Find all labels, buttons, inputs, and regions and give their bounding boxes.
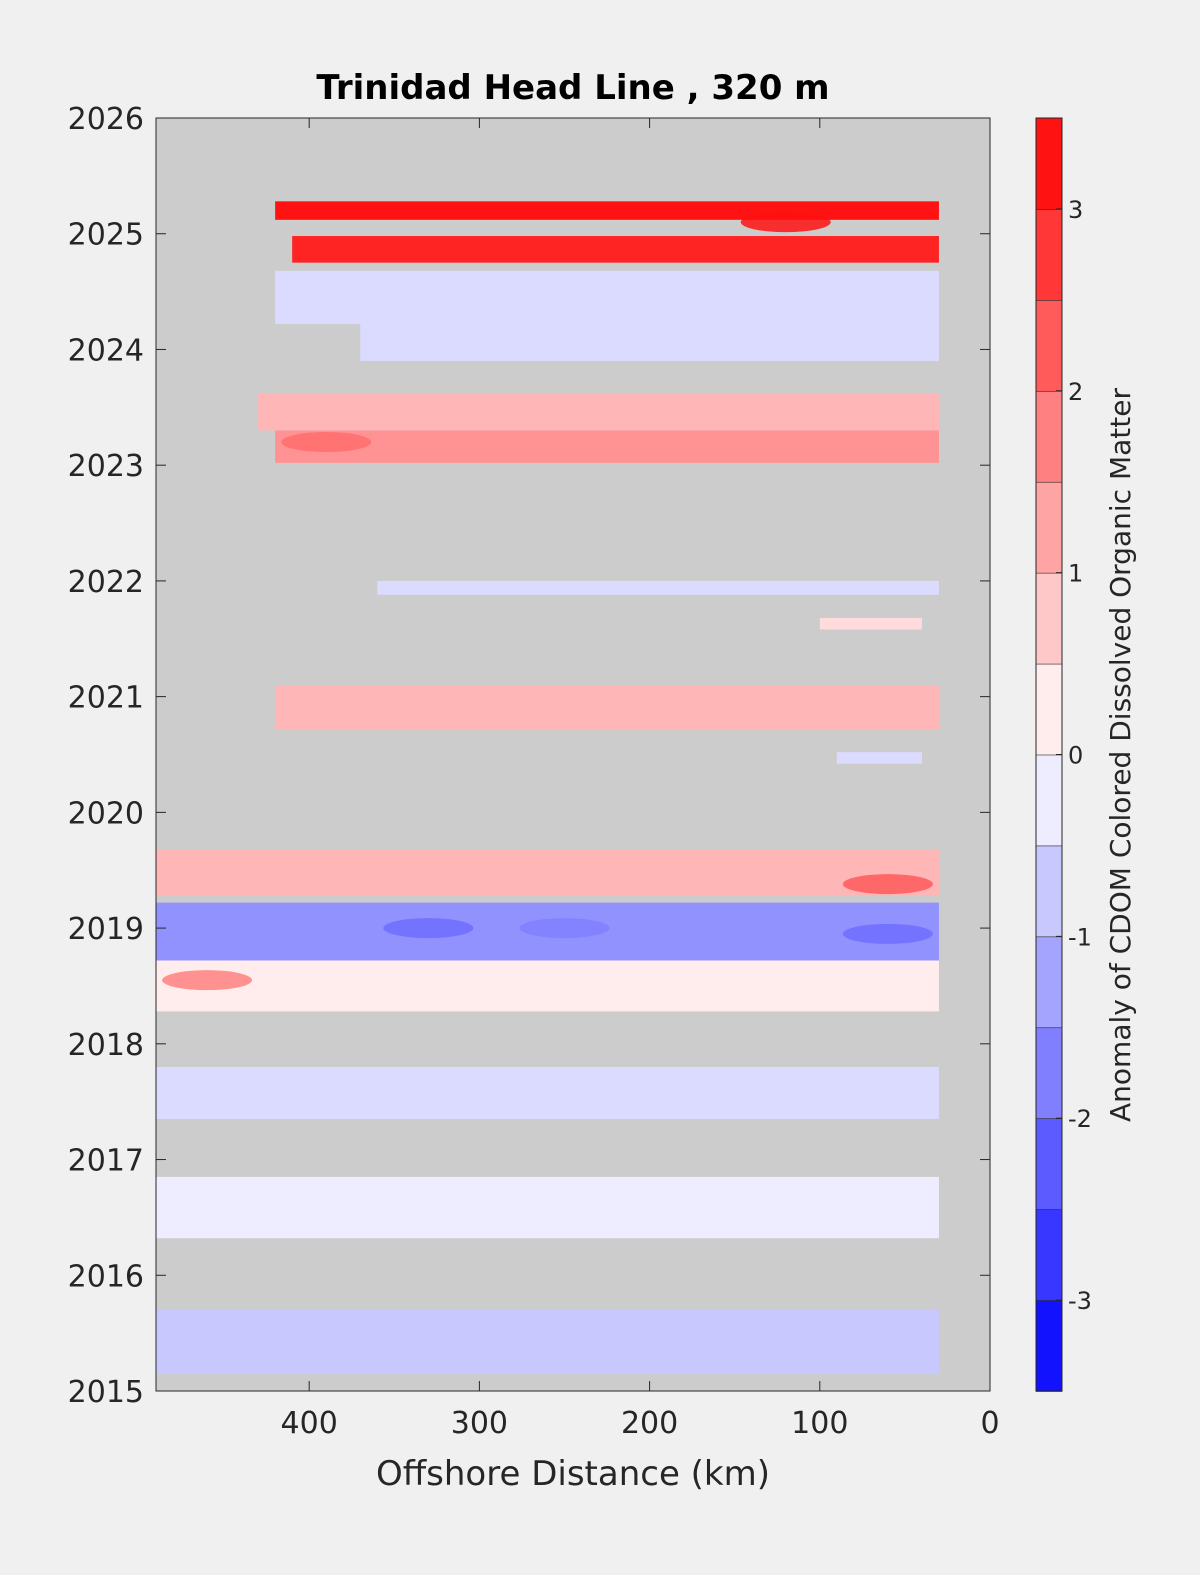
colorbar-tick-label: -1 — [1068, 923, 1092, 951]
y-tick-label: 2015 — [68, 1375, 144, 1410]
anomaly-band-1 — [292, 236, 939, 263]
y-tick-label: 2020 — [68, 796, 144, 831]
colorbar-segment — [1035, 299, 1063, 392]
colorbar-tick-label: -2 — [1068, 1105, 1092, 1133]
anomaly-band-6 — [377, 580, 939, 595]
y-tick-label: 2019 — [68, 912, 144, 947]
colorbar: -3 -2 -1 0 1 2 3 — [1035, 117, 1092, 1392]
y-tick-label: 2022 — [68, 565, 144, 600]
colorbar-segment — [1035, 754, 1063, 847]
plot-frame — [155, 117, 991, 1392]
colorbar-segment — [1035, 572, 1063, 665]
colorbar-tick-label: 3 — [1068, 196, 1083, 224]
anomaly-band-10 — [156, 849, 939, 896]
anomaly-band-2 — [275, 270, 939, 324]
chart-title: Trinidad Head Line , 320 m — [316, 68, 829, 108]
y-tick-label: 2025 — [68, 218, 144, 253]
anomaly-band-0 — [275, 201, 939, 220]
x-tick-label: 200 — [621, 1406, 678, 1441]
y-tick-label: 2023 — [68, 449, 144, 484]
colorbar-segment — [1035, 663, 1063, 756]
colorbar-segment — [1035, 208, 1063, 301]
x-tick-label: 300 — [451, 1406, 508, 1441]
colorbar-segment — [1035, 117, 1063, 210]
anomaly-band-8 — [275, 685, 939, 730]
colorbar-segment — [1035, 390, 1063, 483]
anomaly-spot-6 — [740, 212, 831, 233]
y-tick-label: 2016 — [68, 1259, 144, 1294]
colorbar-segment — [1035, 1117, 1063, 1210]
anomaly-spot-2 — [519, 918, 610, 939]
anomaly-band-9 — [836, 752, 922, 764]
anomaly-band-14 — [156, 1176, 939, 1239]
y-tick-label: 2024 — [68, 333, 144, 368]
anomaly-band-4 — [258, 393, 939, 431]
anomaly-band-7 — [819, 617, 922, 630]
colorbar-segment — [1035, 1026, 1063, 1120]
colorbar-segment — [1035, 845, 1063, 938]
y-tick-label: 2026 — [68, 102, 144, 137]
y-tick-label: 2017 — [68, 1144, 144, 1179]
anomaly-spot-0 — [162, 970, 253, 991]
y-tick-label: 2021 — [68, 681, 144, 716]
colorbar-segment — [1035, 936, 1063, 1029]
colorbar-tick-label: 0 — [1068, 742, 1083, 770]
colorbar-label: Anomaly of CDOM Colored Dissolved Organi… — [1104, 388, 1137, 1122]
anomaly-band-15 — [156, 1309, 939, 1374]
anomaly-spot-5 — [281, 432, 372, 453]
colorbar-tick-label: 1 — [1068, 560, 1083, 588]
anomaly-band-13 — [156, 1066, 939, 1120]
anomaly-spot-1 — [383, 918, 474, 939]
x-tick-label: 0 — [980, 1406, 999, 1441]
anomaly-bands — [156, 201, 939, 1374]
colorbar-segment — [1035, 481, 1063, 574]
anomaly-spot-4 — [842, 923, 933, 944]
anomaly-band-12 — [156, 960, 939, 1012]
anomaly-band-5 — [275, 430, 939, 463]
colorbar-tick-label: 2 — [1068, 378, 1083, 406]
x-tick-label: 100 — [791, 1406, 848, 1441]
anomaly-spot-3 — [842, 874, 933, 895]
anomaly-band-3 — [360, 323, 939, 362]
x-axis-label: Offshore Distance (km) — [376, 1454, 770, 1494]
colorbar-segment — [1035, 1299, 1063, 1392]
x-tick-label: 400 — [281, 1406, 338, 1441]
plot-area — [156, 118, 990, 1391]
colorbar-segment — [1035, 1208, 1063, 1301]
axes: 400 300 200 100 0 2015 2016 2017 2018 2019 2020 202… — [68, 102, 1000, 1441]
colorbar-tick-label: -3 — [1068, 1287, 1092, 1315]
y-tick-label: 2018 — [68, 1028, 144, 1063]
